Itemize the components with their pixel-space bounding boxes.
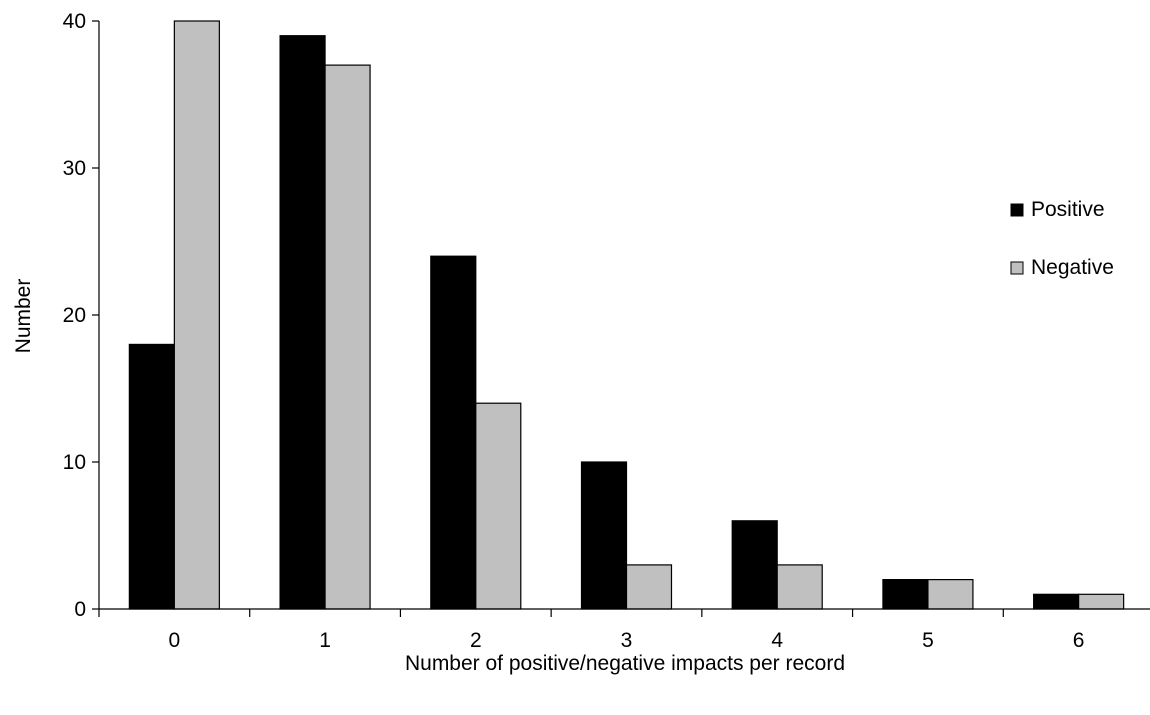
plot-area [128, 20, 1125, 610]
x-tick-label-3: 3 [621, 629, 633, 652]
y-tick-label-0: 0 [74, 598, 86, 621]
legend-label-negative: Negative [1031, 256, 1114, 279]
bar-negative-4 [776, 564, 823, 610]
bar-negative-0 [173, 20, 220, 610]
bar-negative-3 [625, 564, 673, 610]
bar-negative-5 [927, 578, 974, 610]
x-tick-label-5: 5 [922, 629, 934, 652]
y-axis-title: Number [12, 279, 35, 354]
bar-negative-1 [324, 64, 371, 610]
bar-positive-2 [430, 255, 477, 610]
legend-swatch-positive [1010, 203, 1024, 217]
axes: Number of positive/negative impacts per … [12, 10, 1150, 675]
bar-positive-5 [882, 578, 929, 610]
bar-positive-6 [1033, 593, 1080, 610]
bar-negative-2 [475, 402, 522, 610]
bar-positive-3 [580, 461, 628, 610]
legend-swatch-negative [1010, 261, 1024, 275]
x-tick-label-0: 0 [169, 629, 181, 652]
y-tick-label-40: 40 [63, 10, 86, 33]
x-axis-title: Number of positive/negative impacts per … [405, 652, 845, 675]
x-tick-label-4: 4 [771, 629, 783, 652]
x-tick-label-1: 1 [319, 629, 331, 652]
bar-positive-0 [128, 343, 175, 610]
y-tick-label-30: 30 [63, 157, 86, 180]
x-tick-label-2: 2 [470, 629, 482, 652]
x-tick-label-6: 6 [1073, 629, 1085, 652]
bar-positive-1 [279, 35, 326, 610]
legend-label-positive: Positive [1031, 198, 1105, 221]
legend: Positive Negative [1010, 198, 1114, 279]
y-tick-label-10: 10 [63, 451, 86, 474]
bar-positive-4 [731, 520, 778, 610]
y-tick-label-20: 20 [63, 304, 86, 327]
bar-negative-6 [1078, 593, 1125, 610]
